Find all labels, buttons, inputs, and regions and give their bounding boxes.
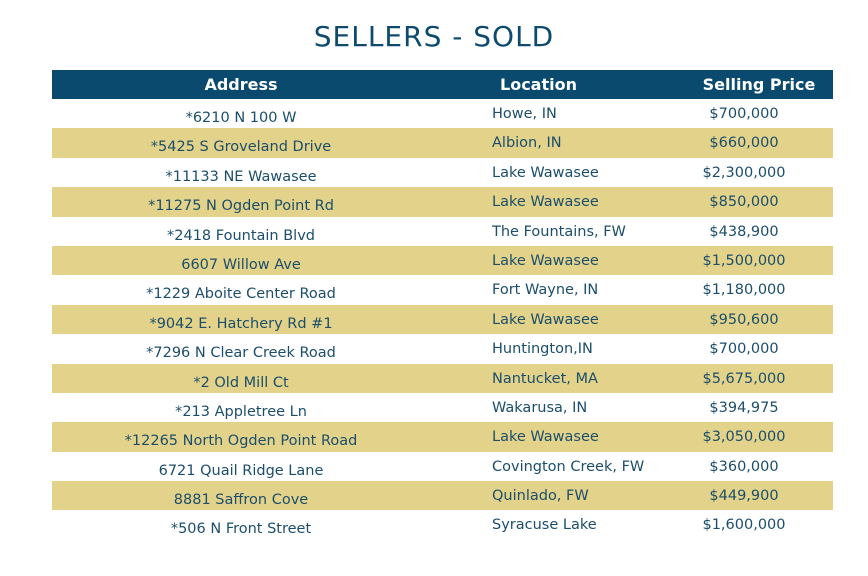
cell-selling-price: $700,000 xyxy=(709,341,779,358)
cell-address: 8881 Saffron Cove xyxy=(173,492,309,509)
table-row: *7296 N Clear Creek Road Huntington,IN $70… xyxy=(52,334,833,364)
cell-address: *11275 N Ogden Point Rd xyxy=(148,198,334,215)
header-address: Address xyxy=(204,75,278,94)
table-row: *6210 N 100 W Howe, IN $700,000 xyxy=(52,99,833,129)
table-header: Address Location Selling Price xyxy=(52,70,833,99)
cell-location: Lake Wawasee xyxy=(492,311,599,328)
cell-address: 6721 Quail Ridge Lane xyxy=(158,462,324,479)
cell-location: Syracuse Lake xyxy=(492,517,597,534)
table-row: *11275 N Ogden Point Rd Lake Wawasee $850,… xyxy=(52,187,833,217)
cell-address: *12265 North Ogden Point Road xyxy=(124,433,358,450)
cell-location: Wakarusa, IN xyxy=(492,399,588,416)
cell-selling-price: $1,500,000 xyxy=(702,252,786,269)
cell-selling-price: $394,975 xyxy=(709,399,779,416)
cell-location: Huntington,IN xyxy=(492,341,593,358)
table-body: *6210 N 100 W Howe, IN $700,000 *5425 S Gro… xyxy=(52,99,833,540)
cell-selling-price: $360,000 xyxy=(709,458,779,475)
cell-location: Lake Wawasee xyxy=(492,194,599,211)
cell-selling-price: $438,900 xyxy=(709,223,779,240)
header-selling-price: Selling Price xyxy=(702,75,816,94)
cell-selling-price: $3,050,000 xyxy=(702,429,786,446)
table-row: *5425 S Groveland Drive Albion, IN $660,00… xyxy=(52,128,833,158)
cell-address: *7296 N Clear Creek Road xyxy=(146,345,336,362)
cell-address: *2418 Fountain Blvd xyxy=(167,227,315,244)
cell-location: Lake Wawasee xyxy=(492,164,599,181)
cell-address: *2 Old Mill Ct xyxy=(193,374,289,391)
cell-selling-price: $449,900 xyxy=(709,488,779,505)
cell-selling-price: $1,600,000 xyxy=(702,517,786,534)
cell-selling-price: $850,000 xyxy=(709,194,779,211)
cell-address: *9042 E. Hatchery Rd #1 xyxy=(149,315,333,332)
table-row: *506 N Front Street Syracuse Lake $1,600,0… xyxy=(52,510,833,540)
cell-address: *506 N Front Street xyxy=(170,521,312,538)
table-row: *213 Appletree Ln Wakarusa, IN $394,975 xyxy=(52,392,833,423)
cell-location: Quinlado, FW xyxy=(492,488,589,505)
table-row: 6721 Quail Ridge Lane Covington Creek, FW… xyxy=(52,451,833,482)
cell-location: Fort Wayne, IN xyxy=(492,282,599,299)
cell-selling-price: $5,675,000 xyxy=(702,370,786,387)
cell-selling-price: $700,000 xyxy=(709,106,779,122)
cell-location: Albion, IN xyxy=(492,135,562,152)
cell-address: *5425 S Groveland Drive xyxy=(150,139,332,156)
table-row: *2 Old Mill Ct Nantucket, MA $5,675,000 xyxy=(52,363,833,393)
table-row: *1229 Aboite Center Road Fort Wayne, IN $1… xyxy=(52,275,833,305)
table-row: *11133 NE Wawasee Lake Wawasee $2,300,000 xyxy=(52,157,833,188)
cell-address: *6210 N 100 W xyxy=(185,110,297,126)
cell-address: *213 Appletree Ln xyxy=(175,403,307,420)
cell-address: *1229 Aboite Center Road xyxy=(146,286,336,303)
cell-location: The Fountains, FW xyxy=(492,223,626,240)
cell-selling-price: $660,000 xyxy=(709,135,779,152)
cell-location: Howe, IN xyxy=(492,106,557,122)
cell-selling-price: $1,180,000 xyxy=(702,282,786,299)
cell-location: Covington Creek, FW xyxy=(492,458,645,475)
table-row: *9042 E. Hatchery Rd #1 Lake Wawasee $950,… xyxy=(52,304,833,335)
cell-location: Nantucket, MA xyxy=(492,370,598,387)
cell-location: Lake Wawasee xyxy=(492,252,599,269)
table-row: *2418 Fountain Blvd The Fountains, FW $438… xyxy=(52,216,833,246)
cell-location: Lake Wawasee xyxy=(492,429,599,446)
cell-address: 6607 Willow Ave xyxy=(181,256,301,273)
page-title: SELLERS - SOLD xyxy=(313,20,555,53)
cell-selling-price: $2,300,000 xyxy=(702,164,786,181)
cell-address: *11133 NE Wawasee xyxy=(165,168,317,185)
sales-table: Address Location Selling Price *6210 N 1… xyxy=(52,70,833,540)
cell-selling-price: $950,600 xyxy=(709,311,779,328)
table-row: 8881 Saffron Cove Quinlado, FW $449,900 xyxy=(52,481,833,511)
table-row: *12265 North Ogden Point Road Lake Wawase… xyxy=(52,422,833,452)
header-location: Location xyxy=(500,75,577,94)
table-row: 6607 Willow Ave Lake Wawasee $1,500,000 xyxy=(52,245,833,276)
